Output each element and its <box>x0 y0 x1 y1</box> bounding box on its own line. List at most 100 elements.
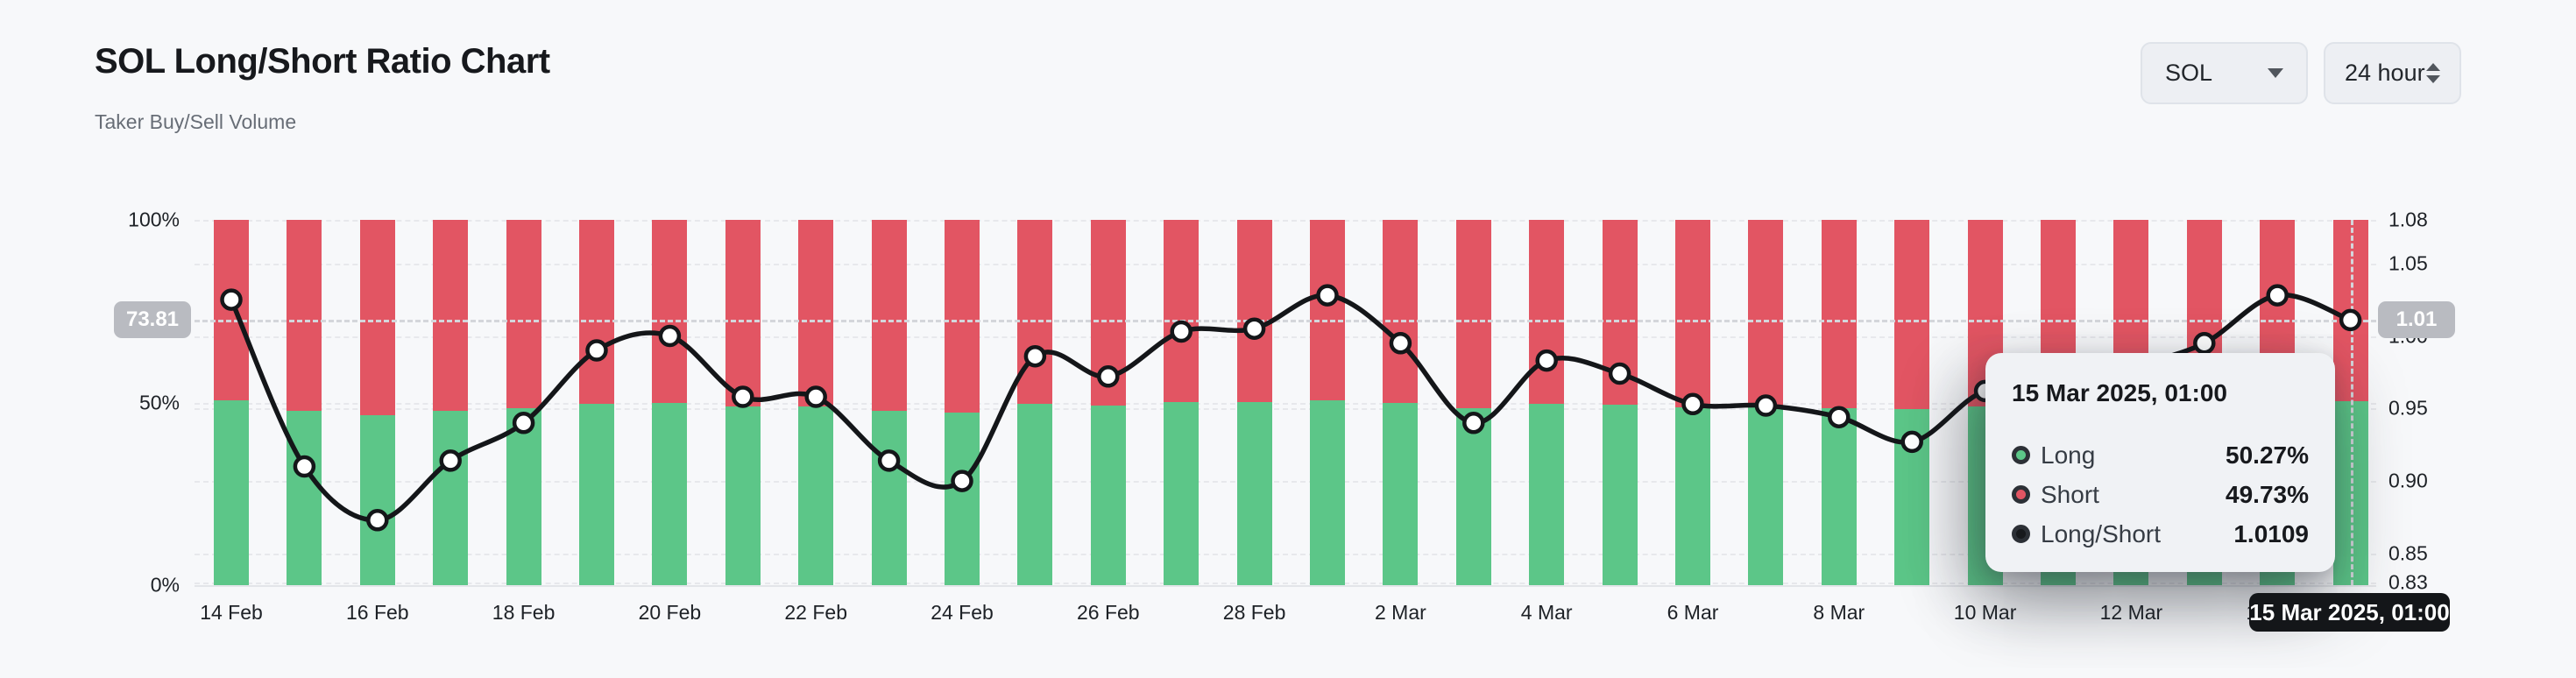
line-marker <box>1242 317 1266 340</box>
interval-select-value: 24 hour <box>2345 60 2425 86</box>
symbol-select-value: SOL <box>2165 60 2213 86</box>
bar-19-Feb[interactable] <box>579 220 614 585</box>
gridline <box>195 583 2376 584</box>
line-marker <box>1754 394 1778 417</box>
bar-6-Mar[interactable] <box>1675 220 1710 585</box>
long-segment <box>725 406 761 585</box>
long-segment <box>359 414 395 585</box>
line-marker <box>1608 362 1631 385</box>
gridline <box>195 402 2376 405</box>
short-segment <box>798 220 834 406</box>
bar-17-Feb[interactable] <box>433 220 469 585</box>
x-axis-label: 24 Feb <box>931 601 994 624</box>
bar-18-Feb[interactable] <box>506 220 541 585</box>
tooltip-rows: Long 50.27% Short 49.73% Long/Short 1.01… <box>2012 435 2309 554</box>
bar-2-Mar[interactable] <box>1383 220 1419 585</box>
chevron-up-down-icon <box>2426 63 2440 83</box>
chart-plot-area[interactable] <box>195 220 2376 585</box>
long-segment <box>1236 402 1272 585</box>
bar-22-Feb[interactable] <box>798 220 834 585</box>
long-dot-icon <box>2012 446 2030 464</box>
line-marker <box>658 324 682 348</box>
long-segment <box>1675 406 1710 585</box>
x-axis-label: 4 Mar <box>1520 601 1573 624</box>
x-axis-label: 2 Mar <box>1374 601 1426 624</box>
bar-23-Feb[interactable] <box>871 220 907 585</box>
short-segment <box>287 220 322 412</box>
y-axis-right-label: 0.90 <box>2388 469 2428 492</box>
bar-16-Feb[interactable] <box>359 220 395 585</box>
tooltip-row: Long/Short 1.0109 <box>2012 514 2309 554</box>
symbol-select[interactable]: SOL <box>2141 42 2308 104</box>
long-segment <box>1748 406 1784 585</box>
crosshair-x-label: 15 Mar 2025, 01:00 <box>2249 593 2450 632</box>
bar-15-Feb[interactable] <box>287 220 322 585</box>
y-axis-left-label: 100% <box>128 208 180 231</box>
short-segment <box>1310 220 1345 400</box>
long-segment <box>1383 403 1419 585</box>
bar-4-Mar[interactable] <box>1529 220 1565 585</box>
short-segment <box>1455 220 1491 408</box>
line-marker <box>2339 308 2362 332</box>
chevron-down-icon <box>2268 68 2283 78</box>
bar-7-Mar[interactable] <box>1748 220 1784 585</box>
short-segment <box>1894 220 1930 410</box>
crosshair-right-badge: 1.01 <box>2378 301 2455 339</box>
x-axis-line <box>195 585 2376 587</box>
gridline <box>195 481 2376 484</box>
short-segment <box>1236 220 1272 402</box>
bar-27-Feb[interactable] <box>1164 220 1200 585</box>
x-axis-label: 10 Mar <box>1953 601 2017 624</box>
line-marker <box>439 449 462 472</box>
line-marker <box>1170 320 1192 343</box>
tooltip-row-value: 1.0109 <box>2233 519 2309 547</box>
line-marker <box>877 449 901 472</box>
crosshair-horizontal-line <box>195 320 2376 323</box>
line-marker <box>585 339 608 362</box>
long-segment <box>287 411 322 585</box>
bar-25-Feb[interactable] <box>1017 220 1053 585</box>
short-segment <box>945 220 980 413</box>
short-segment <box>1164 220 1200 403</box>
gridline <box>195 220 2376 222</box>
line-marker <box>1462 412 1485 434</box>
line-marker <box>293 455 316 478</box>
bar-3-Mar[interactable] <box>1455 220 1491 585</box>
bar-20-Feb[interactable] <box>652 220 688 585</box>
line-marker <box>951 470 973 492</box>
bar-8-Mar[interactable] <box>1821 220 1857 585</box>
interval-select[interactable]: 24 hour <box>2324 42 2461 104</box>
page-subtitle: Taker Buy/Sell Volume <box>95 110 297 133</box>
short-segment <box>725 220 761 406</box>
chart-tooltip: 15 Mar 2025, 01:00 Long 50.27% Short 49.… <box>1985 353 2335 572</box>
short-segment <box>1821 220 1857 408</box>
tooltip-title: 15 Mar 2025, 01:00 <box>2012 379 2227 406</box>
x-axis-label: 22 Feb <box>784 601 847 624</box>
line-marker <box>732 385 754 408</box>
tooltip-row-value: 50.27% <box>2226 441 2309 469</box>
y-axis-right-label: 1.08 <box>2388 208 2428 231</box>
gridline <box>195 553 2376 555</box>
bar-1-Mar[interactable] <box>1310 220 1345 585</box>
long-segment <box>1164 402 1200 585</box>
line-marker <box>1389 332 1412 355</box>
long-segment <box>1821 407 1857 585</box>
line-marker <box>1023 344 1047 368</box>
page-title: SOL Long/Short Ratio Chart <box>95 42 550 81</box>
bar-21-Feb[interactable] <box>725 220 761 585</box>
x-axis-label: 18 Feb <box>492 601 556 624</box>
long-segment <box>1529 404 1565 585</box>
x-axis-label: 14 Feb <box>200 601 263 624</box>
y-axis-left-label: 0% <box>150 573 180 597</box>
line-marker <box>220 288 243 311</box>
gridline <box>195 335 2376 338</box>
gridline <box>195 263 2376 265</box>
bar-24-Feb[interactable] <box>945 220 980 585</box>
short-segment <box>652 220 688 403</box>
tooltip-row-label: Short <box>2041 480 2099 508</box>
short-segment <box>579 220 614 404</box>
short-dot-icon <box>2012 485 2030 504</box>
line-marker <box>2193 332 2216 355</box>
bar-28-Feb[interactable] <box>1236 220 1272 585</box>
